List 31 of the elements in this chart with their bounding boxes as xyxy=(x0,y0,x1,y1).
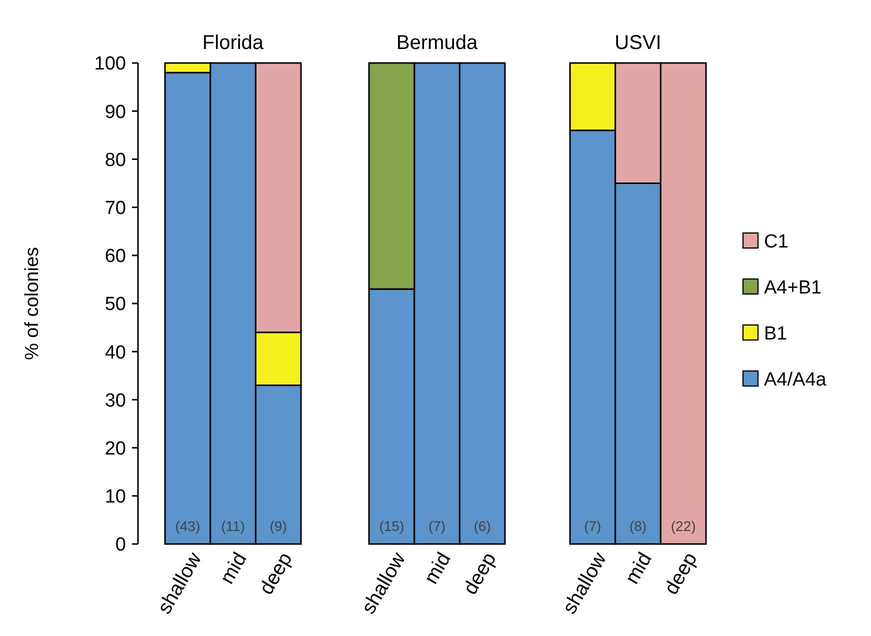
x-tick-label: mid xyxy=(420,549,456,588)
annotation: (7) xyxy=(428,518,446,534)
x-tick-label: mid xyxy=(216,549,252,588)
y-tick-label: 70 xyxy=(104,198,126,219)
y-tick-label: 0 xyxy=(115,534,126,556)
y-tick-label: 90 xyxy=(104,102,126,123)
chart-title: USVI xyxy=(614,32,662,54)
y-tick-label: 20 xyxy=(104,438,126,460)
legend-label: A4+B1 xyxy=(764,278,822,299)
y-tick-label: 30 xyxy=(104,390,126,412)
y-tick-label: 50 xyxy=(104,294,126,316)
annotation: (22) xyxy=(670,518,696,534)
y-axis-title: % of colonies xyxy=(22,246,43,360)
chart-title: Bermuda xyxy=(396,32,478,54)
y-tick-label: 100 xyxy=(94,54,126,75)
annotation: (43) xyxy=(175,518,200,534)
annotation: (7) xyxy=(584,518,602,534)
y-tick-label: 60 xyxy=(104,246,126,268)
annotation: (9) xyxy=(270,518,287,534)
annotation: (11) xyxy=(221,518,245,534)
annotation: (6) xyxy=(474,518,491,534)
legend-label: B1 xyxy=(764,324,788,345)
legend-label: C1 xyxy=(764,232,788,253)
y-tick-label: 80 xyxy=(104,150,126,171)
chart-title: Florida xyxy=(202,32,264,54)
annotation: (8) xyxy=(629,518,647,534)
x-tick-label: mid xyxy=(621,549,656,588)
y-tick-label: 10 xyxy=(104,486,126,508)
legend-label: A4/A4a xyxy=(764,370,827,391)
annotation: (15) xyxy=(379,518,404,534)
y-tick-label: 40 xyxy=(104,342,126,364)
